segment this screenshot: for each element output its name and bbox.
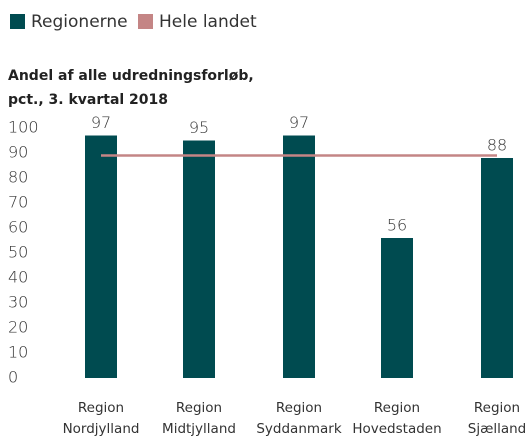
y-tick-label: 100	[8, 118, 39, 137]
y-tick-label: 70	[8, 193, 28, 212]
legend-swatch	[138, 14, 153, 29]
y-tick-label: 20	[8, 318, 28, 337]
x-tick-label: Region Sjælland	[467, 400, 526, 437]
data-label: 56	[387, 216, 407, 235]
bar	[183, 140, 215, 378]
y-tick-label: 40	[8, 268, 28, 287]
x-tick-label: Region Midtjylland	[162, 400, 236, 437]
legend-label: Regionerne	[31, 12, 128, 32]
bar	[381, 238, 413, 378]
x-tick-label: Region Hovedstaden	[352, 400, 442, 437]
legend-swatch	[10, 14, 25, 29]
data-label: 95	[189, 118, 209, 137]
y-tick-label: 60	[8, 218, 28, 237]
bar	[481, 158, 513, 378]
y-tick-label: 30	[8, 293, 28, 312]
bar	[85, 135, 117, 378]
y-tick-label: 90	[8, 143, 28, 162]
bar	[283, 135, 315, 378]
chart-subtitle: pct., 3. kvartal 2018	[8, 92, 168, 108]
data-label: 97	[91, 113, 111, 132]
y-tick-label: 10	[8, 343, 28, 362]
chart-title: Andel af alle udredningsforløb,	[8, 68, 254, 84]
data-label: 97	[289, 113, 309, 132]
x-tick-label: Region Nordjylland	[62, 400, 140, 437]
data-label: 88	[487, 136, 507, 155]
y-tick-label: 0	[8, 368, 18, 387]
y-tick-label: 50	[8, 243, 28, 262]
x-tick-label: Region Syddanmark	[256, 400, 342, 437]
legend-label: Hele landet	[159, 12, 257, 32]
y-tick-label: 80	[8, 168, 28, 187]
